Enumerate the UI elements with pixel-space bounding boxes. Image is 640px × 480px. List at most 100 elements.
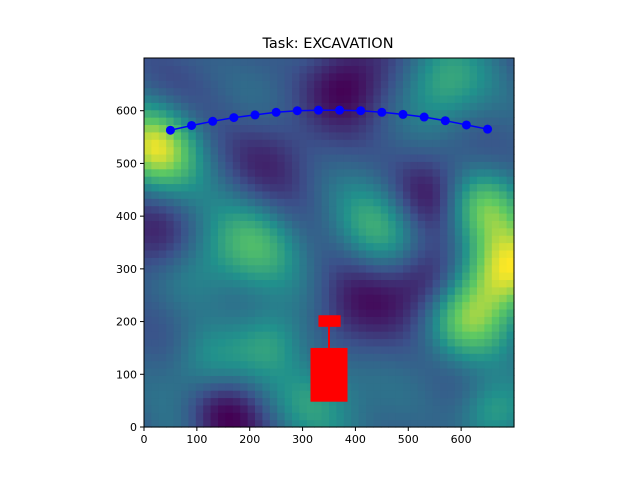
heatmap-cell — [506, 235, 515, 244]
heatmap-cell — [181, 146, 189, 155]
heatmap-cell — [506, 80, 515, 89]
heatmap-cell — [351, 294, 360, 303]
heatmap-cell — [299, 353, 308, 362]
heatmap-cell — [210, 109, 219, 118]
heatmap-cell — [432, 176, 441, 185]
heatmap-cell — [336, 264, 345, 273]
heatmap-cell — [240, 72, 249, 81]
heatmap-cell — [484, 249, 493, 258]
heatmap-cell — [343, 198, 352, 207]
heatmap-cell — [306, 117, 315, 126]
heatmap-cell — [173, 87, 182, 96]
heatmap-cell — [484, 168, 493, 177]
heatmap-cell — [144, 382, 152, 391]
heatmap-cell — [158, 117, 167, 126]
heatmap-cell — [269, 375, 278, 384]
heatmap-cell — [299, 72, 308, 81]
heatmap-cell — [188, 80, 197, 89]
heatmap-cell — [232, 301, 241, 310]
heatmap-cell — [484, 183, 493, 192]
heatmap-cell — [218, 198, 226, 207]
heatmap-cell — [499, 102, 508, 111]
heatmap-cell — [366, 242, 374, 251]
heatmap-cell — [454, 80, 463, 89]
heatmap-cell — [203, 80, 212, 89]
heatmap-cell — [388, 65, 397, 74]
heatmap-cell — [284, 190, 293, 199]
heatmap-cell — [351, 65, 360, 74]
heatmap-cell — [210, 190, 219, 199]
heatmap-cell — [166, 382, 175, 391]
heatmap-cell — [240, 419, 249, 428]
heatmap-cell — [188, 382, 197, 391]
heatmap-cell — [181, 205, 189, 214]
heatmap-cell — [247, 176, 256, 185]
heatmap-cell — [477, 412, 485, 421]
heatmap-cell — [151, 58, 160, 66]
heatmap-cell — [262, 80, 271, 89]
heatmap-cell — [173, 109, 182, 118]
heatmap-cell — [329, 117, 337, 126]
heatmap-cell — [343, 220, 352, 229]
heatmap-cell — [373, 404, 382, 413]
heatmap-cell — [440, 419, 448, 428]
heatmap-cell — [225, 375, 234, 384]
heatmap-cell — [484, 87, 493, 96]
heatmap-cell — [284, 117, 293, 126]
heatmap-cell — [269, 264, 278, 273]
heatmap-cell — [351, 331, 360, 340]
heatmap-cell — [403, 331, 411, 340]
heatmap-cell — [321, 80, 330, 89]
heatmap-cell — [255, 249, 263, 258]
heatmap-cell — [203, 345, 212, 354]
heatmap-cell — [173, 161, 182, 170]
heatmap-cell — [195, 279, 204, 288]
heatmap-cell — [166, 227, 175, 236]
heatmap-cell — [432, 131, 441, 140]
heatmap-cell — [203, 212, 212, 221]
heatmap-cell — [151, 404, 160, 413]
heatmap-cell — [203, 412, 212, 421]
heatmap-cell — [388, 124, 397, 133]
heatmap-cell — [195, 131, 204, 140]
heatmap-cell — [454, 272, 463, 280]
heatmap-cell — [366, 227, 374, 236]
heatmap-cell — [166, 412, 175, 421]
heatmap-cell — [432, 183, 441, 192]
heatmap-cell — [484, 353, 493, 362]
heatmap-cell — [255, 102, 263, 111]
heatmap-cell — [373, 360, 382, 369]
heatmap-cell — [403, 390, 411, 399]
heatmap-cell — [203, 190, 212, 199]
heatmap-cell — [292, 220, 300, 229]
heatmap-cell — [188, 131, 197, 140]
heatmap-cell — [403, 183, 411, 192]
heatmap-cell — [499, 87, 508, 96]
heatmap-cell — [395, 80, 404, 89]
heatmap-cell — [469, 198, 478, 207]
heatmap-cell — [210, 419, 219, 428]
heatmap-cell — [462, 190, 471, 199]
heatmap-cell — [158, 109, 167, 118]
heatmap-cell — [158, 212, 167, 221]
heatmap-cell — [269, 360, 278, 369]
heatmap-cell — [284, 227, 293, 236]
heatmap-cell — [410, 286, 419, 295]
heatmap-cell — [351, 257, 360, 266]
heatmap-cell — [343, 367, 352, 376]
heatmap-cell — [240, 131, 249, 140]
heatmap-cell — [484, 131, 493, 140]
terrain-heatmap — [144, 58, 515, 428]
heatmap-cell — [144, 65, 152, 74]
heatmap-cell — [181, 102, 189, 111]
heatmap-cell — [417, 176, 426, 185]
heatmap-cell — [269, 153, 278, 162]
heatmap-cell — [321, 419, 330, 428]
heatmap-cell — [210, 227, 219, 236]
heatmap-cell — [284, 102, 293, 111]
heatmap-cell — [321, 139, 330, 148]
heatmap-cell — [388, 212, 397, 221]
y-tick-label: 600 — [116, 105, 137, 118]
heatmap-cell — [166, 331, 175, 340]
heatmap-cell — [292, 198, 300, 207]
